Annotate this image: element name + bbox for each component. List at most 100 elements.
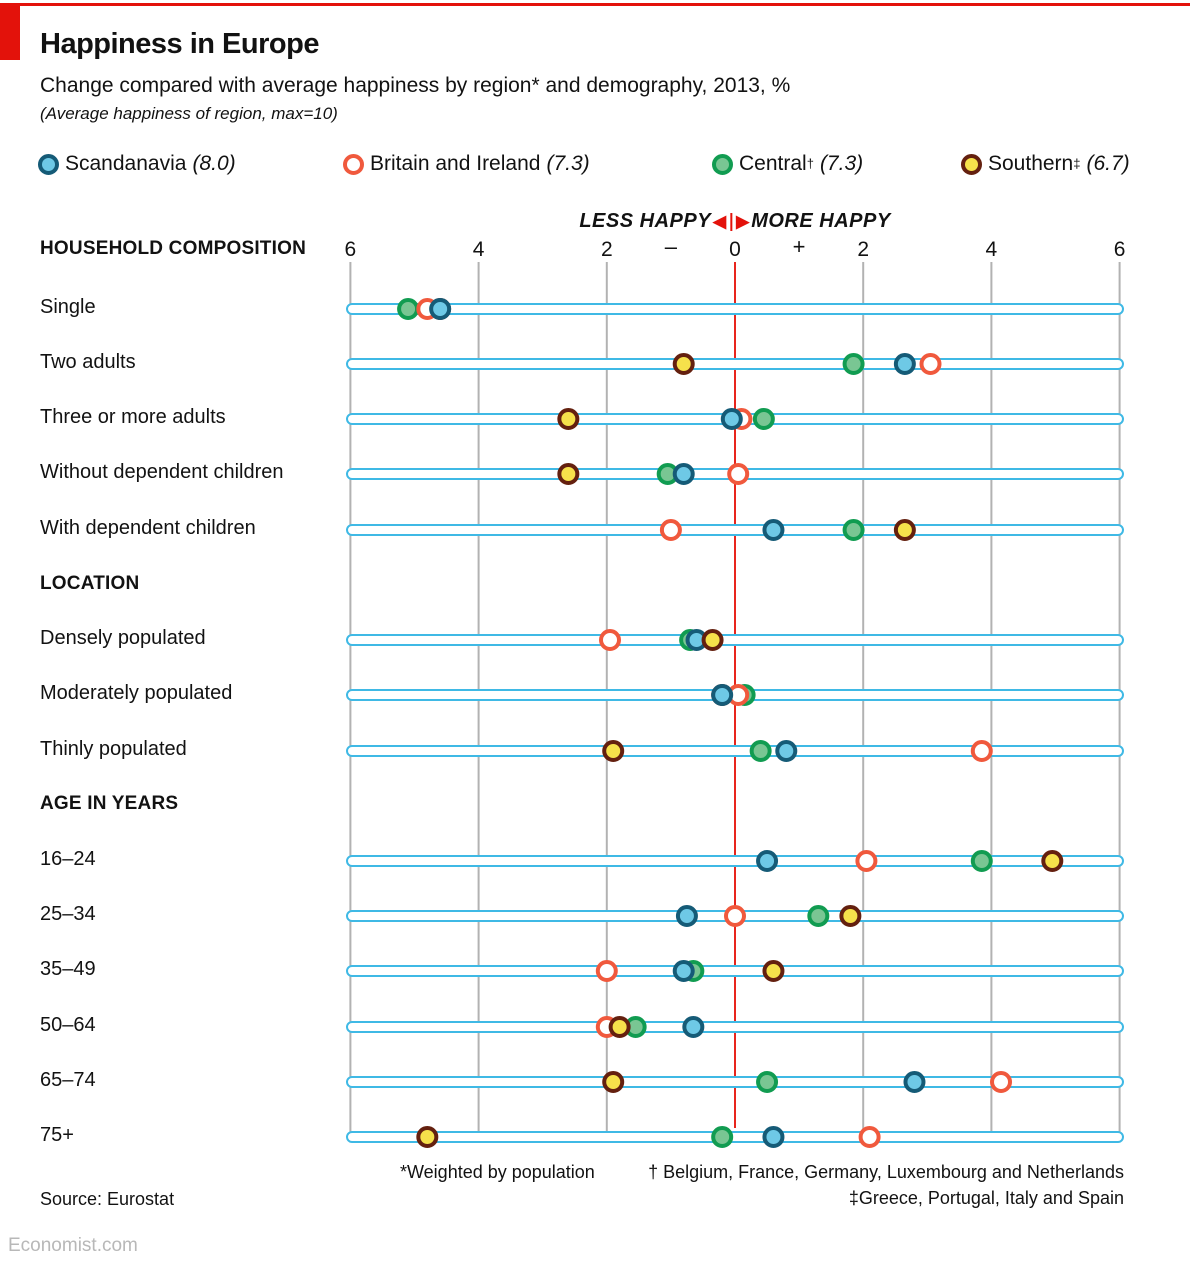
dot-southern <box>602 1071 625 1093</box>
row-label: With dependent children <box>40 517 256 539</box>
row-label: Moderately populated <box>40 682 233 704</box>
dot-southern <box>839 905 862 927</box>
dot-britain <box>659 519 682 541</box>
row-label: 25–34 <box>40 903 96 925</box>
dot-scandanavia <box>720 408 743 430</box>
row-track <box>346 524 1124 536</box>
axis-plus-label: + <box>793 234 806 259</box>
axis-tick-label: 4 <box>986 238 998 261</box>
legend-label: Scandanavia <box>65 152 187 175</box>
central-dot-icon <box>712 153 733 175</box>
dot-scandanavia <box>429 298 452 320</box>
more-happy-label: MORE HAPPY <box>751 210 891 232</box>
legend-item-scandanavia: Scandanavia (8.0) <box>38 151 236 177</box>
dot-southern <box>893 519 916 541</box>
row-track <box>346 1021 1124 1033</box>
row-track <box>346 855 1124 867</box>
dot-central <box>752 408 775 430</box>
dot-scandanavia <box>756 850 779 872</box>
row-track <box>346 1076 1124 1088</box>
axis-tick-label: 6 <box>345 238 357 261</box>
axis-tick-label: 2 <box>857 238 869 261</box>
footnote-double-dagger: ‡Greece, Portugal, Italy and Spain <box>848 1188 1124 1208</box>
legend-average: (7.3) <box>546 152 590 175</box>
section-header: HOUSEHOLD COMPOSITION <box>40 238 306 259</box>
axis-tick-label: 0 <box>729 238 741 261</box>
row-track <box>346 1131 1124 1143</box>
legend-label: Central <box>739 152 807 175</box>
footnote-weighted: *Weighted by population <box>400 1162 595 1182</box>
row-track <box>346 745 1124 757</box>
dot-britain <box>919 353 942 375</box>
dot-britain <box>990 1071 1013 1093</box>
legend-average: (8.0) <box>192 152 236 175</box>
footnote-dagger: † Belgium, France, Germany, Luxembourg a… <box>648 1162 1124 1182</box>
dot-scandanavia <box>672 463 695 485</box>
axis-tick-label: 2 <box>601 238 613 261</box>
left-arrow-icon: ◀ <box>713 212 727 231</box>
chart-note: (Average happiness of region, max=10) <box>40 104 338 123</box>
legend-average: (7.3) <box>819 152 864 175</box>
dot-britain <box>858 1126 881 1148</box>
dot-scandanavia <box>675 905 698 927</box>
row-label: 75+ <box>40 1124 74 1146</box>
row-track <box>346 634 1124 646</box>
row-label: 35–49 <box>40 958 96 980</box>
economist-site-label: Economist.com <box>8 1235 138 1256</box>
dot-britain <box>599 629 622 651</box>
dot-scandanavia <box>903 1071 926 1093</box>
dot-scandanavia <box>672 960 695 982</box>
dot-scandanavia <box>893 353 916 375</box>
dot-central <box>749 740 772 762</box>
dot-britain <box>727 463 750 485</box>
dot-southern <box>602 740 625 762</box>
dot-scandanavia <box>711 684 734 706</box>
dot-scandanavia <box>762 1126 785 1148</box>
legend-item-central: Central † (7.3) <box>712 151 863 177</box>
scandanavia-dot-icon <box>38 153 59 175</box>
axis-direction-header: LESS HAPPY ◀ ▶ MORE HAPPY <box>579 210 890 233</box>
dot-southern <box>1041 850 1064 872</box>
row-label: 16–24 <box>40 848 96 870</box>
chart-subtitle: Change compared with average happiness b… <box>40 74 791 97</box>
dot-southern <box>608 1016 631 1038</box>
economist-red-tab <box>0 3 20 60</box>
dot-central <box>970 850 993 872</box>
row-label: 50–64 <box>40 1014 96 1036</box>
row-track <box>346 965 1124 977</box>
axis-minus-label: – <box>665 234 678 259</box>
dot-southern <box>557 408 580 430</box>
dot-southern <box>762 960 785 982</box>
top-red-rule <box>0 3 1190 6</box>
axis-tick-label: 4 <box>473 238 485 261</box>
row-label: Without dependent children <box>40 461 284 483</box>
dot-scandanavia <box>682 1016 705 1038</box>
row-label: Single <box>40 296 96 318</box>
dot-britain <box>855 850 878 872</box>
row-track <box>346 358 1124 370</box>
dot-central <box>842 353 865 375</box>
section-header: LOCATION <box>40 573 140 594</box>
page-title: Happiness in Europe <box>40 28 319 60</box>
row-track <box>346 303 1124 315</box>
center-divider-icon <box>730 212 733 231</box>
dot-central <box>397 298 420 320</box>
dot-central <box>756 1071 779 1093</box>
dot-britain <box>970 740 993 762</box>
legend-label: Southern <box>988 152 1074 175</box>
dot-southern <box>672 353 695 375</box>
dot-central <box>711 1126 734 1148</box>
dot-scandanavia <box>775 740 798 762</box>
axis-tick-label: 6 <box>1114 238 1126 261</box>
legend-item-southern: Southern ‡ (6.7) <box>961 151 1130 177</box>
row-label: Thinly populated <box>40 738 187 760</box>
source-note: Source: Eurostat <box>40 1189 175 1209</box>
dot-southern <box>701 629 724 651</box>
britain-dot-icon <box>343 153 364 175</box>
dot-scandanavia <box>762 519 785 541</box>
legend-average: (6.7) <box>1086 152 1130 175</box>
legend-label: Britain and Ireland <box>370 152 541 175</box>
section-header: AGE IN YEARS <box>40 793 179 814</box>
